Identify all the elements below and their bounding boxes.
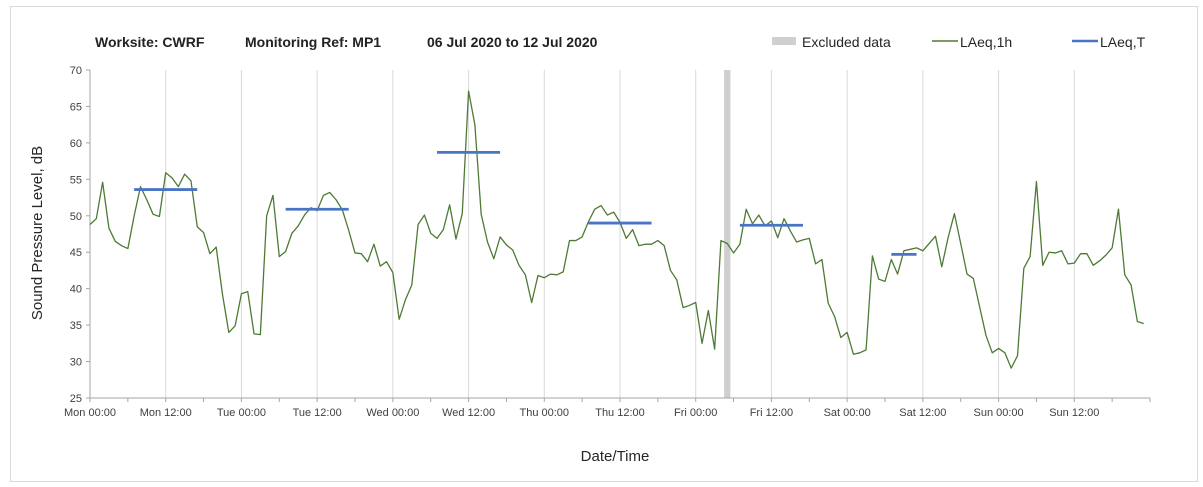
legend-label-excluded: Excluded data <box>802 34 891 50</box>
series-line-laeq-1h <box>89 90 1144 369</box>
x-tick-labels: Mon 00:00 Mon 12:00 Tue 00:00 Tue 12:00 Wed … <box>64 407 1099 419</box>
x-tick-label: Sat 00:00 <box>824 407 871 419</box>
y-tick-label: 45 <box>70 247 82 259</box>
y-tick-label: 70 <box>70 65 82 77</box>
x-tick-label: Fri 12:00 <box>750 407 793 419</box>
excluded-band-layer <box>724 70 731 398</box>
legend-label-laeq-1h: LAeq,1h <box>960 34 1012 50</box>
x-tick-label: Fri 00:00 <box>674 407 717 419</box>
chart-frame <box>10 6 1198 482</box>
x-tick-label: Sun 12:00 <box>1049 407 1099 419</box>
y-tick-label: 60 <box>70 138 82 150</box>
y-tick-label: 40 <box>70 284 82 296</box>
x-tick-label: Mon 00:00 <box>64 407 116 419</box>
title-date-range: 06 Jul 2020 to 12 Jul 2020 <box>427 34 598 50</box>
x-tick-label: Thu 00:00 <box>520 407 570 419</box>
x-tick-label: Mon 12:00 <box>140 407 192 419</box>
title-worksite: Worksite: CWRF <box>95 34 205 50</box>
chart-title: Worksite: CWRF Monitoring Ref: MP1 06 Ju… <box>95 34 598 50</box>
x-tick-label: Wed 00:00 <box>366 407 419 419</box>
y-tick-label: 55 <box>70 174 82 186</box>
y-axis-label: Sound Pressure Level, dB <box>29 146 46 320</box>
y-tick-label: 30 <box>70 357 82 369</box>
x-tick-label: Sun 00:00 <box>973 407 1023 419</box>
y-tick-label: 50 <box>70 211 82 223</box>
x-tick-label: Thu 12:00 <box>595 407 645 419</box>
x-tick-label: Wed 12:00 <box>442 407 495 419</box>
y-tick-labels: 25 30 35 40 45 50 55 60 65 70 <box>70 65 82 405</box>
x-tick-label: Sat 12:00 <box>899 407 946 419</box>
y-tick-label: 25 <box>70 393 82 405</box>
legend-swatch-excluded <box>772 37 796 45</box>
x-axis-label: Date/Time <box>581 448 650 465</box>
title-monitoring-ref: Monitoring Ref: MP1 <box>245 34 381 50</box>
legend-label-laeq-t: LAeq,T <box>1100 34 1146 50</box>
series-layer <box>89 90 1144 369</box>
y-tick-label: 65 <box>70 101 82 113</box>
legend: Excluded data LAeq,1h LAeq,T <box>772 34 1146 50</box>
x-tick-label: Tue 12:00 <box>293 407 342 419</box>
gridlines <box>165 70 1075 398</box>
axes <box>86 69 1151 402</box>
y-tick-label: 35 <box>70 320 82 332</box>
excluded-data-band <box>724 70 731 398</box>
x-tick-label: Tue 00:00 <box>217 407 266 419</box>
